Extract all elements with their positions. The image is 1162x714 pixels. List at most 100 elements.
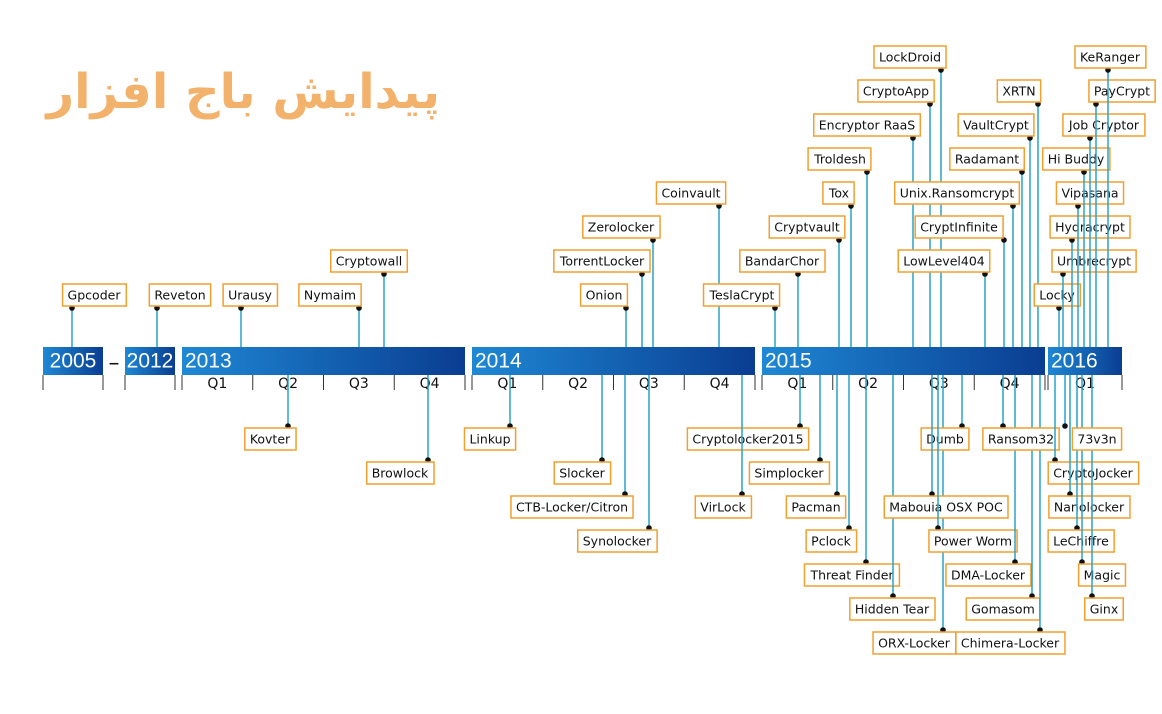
label-box (1074, 45, 1147, 69)
label-box (1033, 283, 1082, 307)
event-label: Urausy (228, 288, 272, 303)
event-label: VaultCrypt (963, 118, 1029, 133)
label-box (702, 283, 781, 307)
event-label: Job Cryptor (1068, 118, 1140, 133)
quarter-label: Q2 (858, 376, 878, 392)
label-box (805, 529, 858, 553)
year-label: 2016 (1051, 350, 1098, 373)
label-box (1041, 147, 1111, 171)
label-box (813, 113, 922, 137)
label-box (739, 249, 826, 273)
event-label: Cryptolocker2015 (692, 432, 803, 447)
year-label: 2015 (765, 350, 812, 373)
event-label: LowLevel404 (903, 254, 985, 269)
label-box (61, 283, 128, 307)
event-label: Zerolocker (588, 220, 655, 235)
event-label: Linkup (469, 432, 510, 447)
year-label: 2013 (185, 350, 232, 373)
event-label: Slocker (559, 466, 605, 481)
event-label: Nymaim (304, 288, 356, 303)
event-label: Mabouia OSX POC (889, 500, 1003, 515)
event-label: Reveton (154, 288, 205, 303)
label-box (148, 283, 212, 307)
label-box (957, 113, 1035, 137)
event-label: 73v3n (1077, 432, 1116, 447)
event-label: CryptInfinite (920, 220, 998, 235)
label-box (897, 249, 991, 273)
year-block (762, 347, 1045, 375)
label-box (894, 181, 1021, 205)
label-box (365, 461, 435, 485)
event-label: ORX-Locker (878, 636, 951, 651)
label-box (883, 495, 1009, 519)
year-block (125, 347, 175, 375)
label-box (857, 79, 935, 103)
event-label: Power Worm (934, 534, 1012, 549)
event-label: Tox (828, 186, 849, 201)
label-box (686, 427, 810, 451)
year-block (182, 347, 465, 375)
year-block (43, 347, 103, 375)
label-box (553, 249, 651, 273)
label-box (949, 147, 1026, 171)
label-box (244, 427, 297, 451)
event-label: VirLock (700, 500, 746, 515)
label-box (579, 283, 629, 307)
event-label: XRTN (1002, 84, 1035, 99)
event-label: DMA-Locker (951, 568, 1026, 583)
event-label: Ginx (1090, 602, 1118, 617)
event-label: Troldesh (813, 152, 866, 167)
year-label: 2012 (127, 350, 174, 373)
quarter-label: Q3 (929, 376, 949, 392)
event-label: Kovter (250, 432, 291, 447)
label-box (873, 45, 947, 69)
label-box (582, 215, 661, 239)
quarter-label: Q4 (420, 376, 440, 392)
event-label: Gomasom (971, 602, 1035, 617)
event-label: LeChiffre (1053, 534, 1109, 549)
label-box (1062, 113, 1146, 137)
label-box (1084, 597, 1124, 621)
event-label: PayCrypt (1094, 84, 1150, 99)
event-label: Browlock (372, 466, 429, 481)
quarter-label: Q1 (207, 376, 227, 392)
event-label: Magic (1084, 568, 1121, 583)
event-label: Umbrecrypt (1057, 254, 1131, 269)
label-box (849, 597, 936, 621)
event-label: CTB-Locker/Citron (516, 500, 628, 515)
event-label: Pclock (811, 534, 851, 549)
event-label: TeslaCrypt (709, 288, 775, 303)
event-label: Radamant (955, 152, 1019, 167)
label-box (1047, 461, 1140, 485)
quarter-label: Q4 (710, 376, 730, 392)
event-label: Encryptor RaaS (819, 118, 916, 133)
label-box (694, 495, 753, 519)
event-label: Unix.Ransomcrypt (900, 186, 1015, 201)
dot (1062, 423, 1068, 429)
label-box (1051, 249, 1137, 273)
event-label: Ransom32 (988, 432, 1054, 447)
event-label: KeRanger (1080, 50, 1141, 65)
event-label: Locky (1039, 288, 1075, 303)
quarter-label: Q3 (349, 376, 369, 392)
label-box (1077, 563, 1127, 587)
event-label: Dumb (926, 432, 964, 447)
label-box (1088, 79, 1156, 103)
label-box (222, 283, 279, 307)
label-box (576, 529, 658, 553)
quarter-label: Q1 (787, 376, 807, 392)
event-label: Synolocker (583, 534, 652, 549)
year-label: 2005 (50, 350, 97, 373)
label-box (822, 181, 855, 205)
label-box (510, 495, 634, 519)
event-label: BandarChor (745, 254, 820, 269)
event-label: Nanolocker (1054, 500, 1125, 515)
label-box (463, 427, 517, 451)
event-label: Threat Finder (809, 568, 894, 583)
quarter-label: Q1 (1075, 376, 1095, 392)
year-label: 2014 (475, 350, 522, 373)
label-box (748, 461, 831, 485)
event-label: Simplocker (754, 466, 824, 481)
event-label: Chimera-Locker (961, 636, 1060, 651)
